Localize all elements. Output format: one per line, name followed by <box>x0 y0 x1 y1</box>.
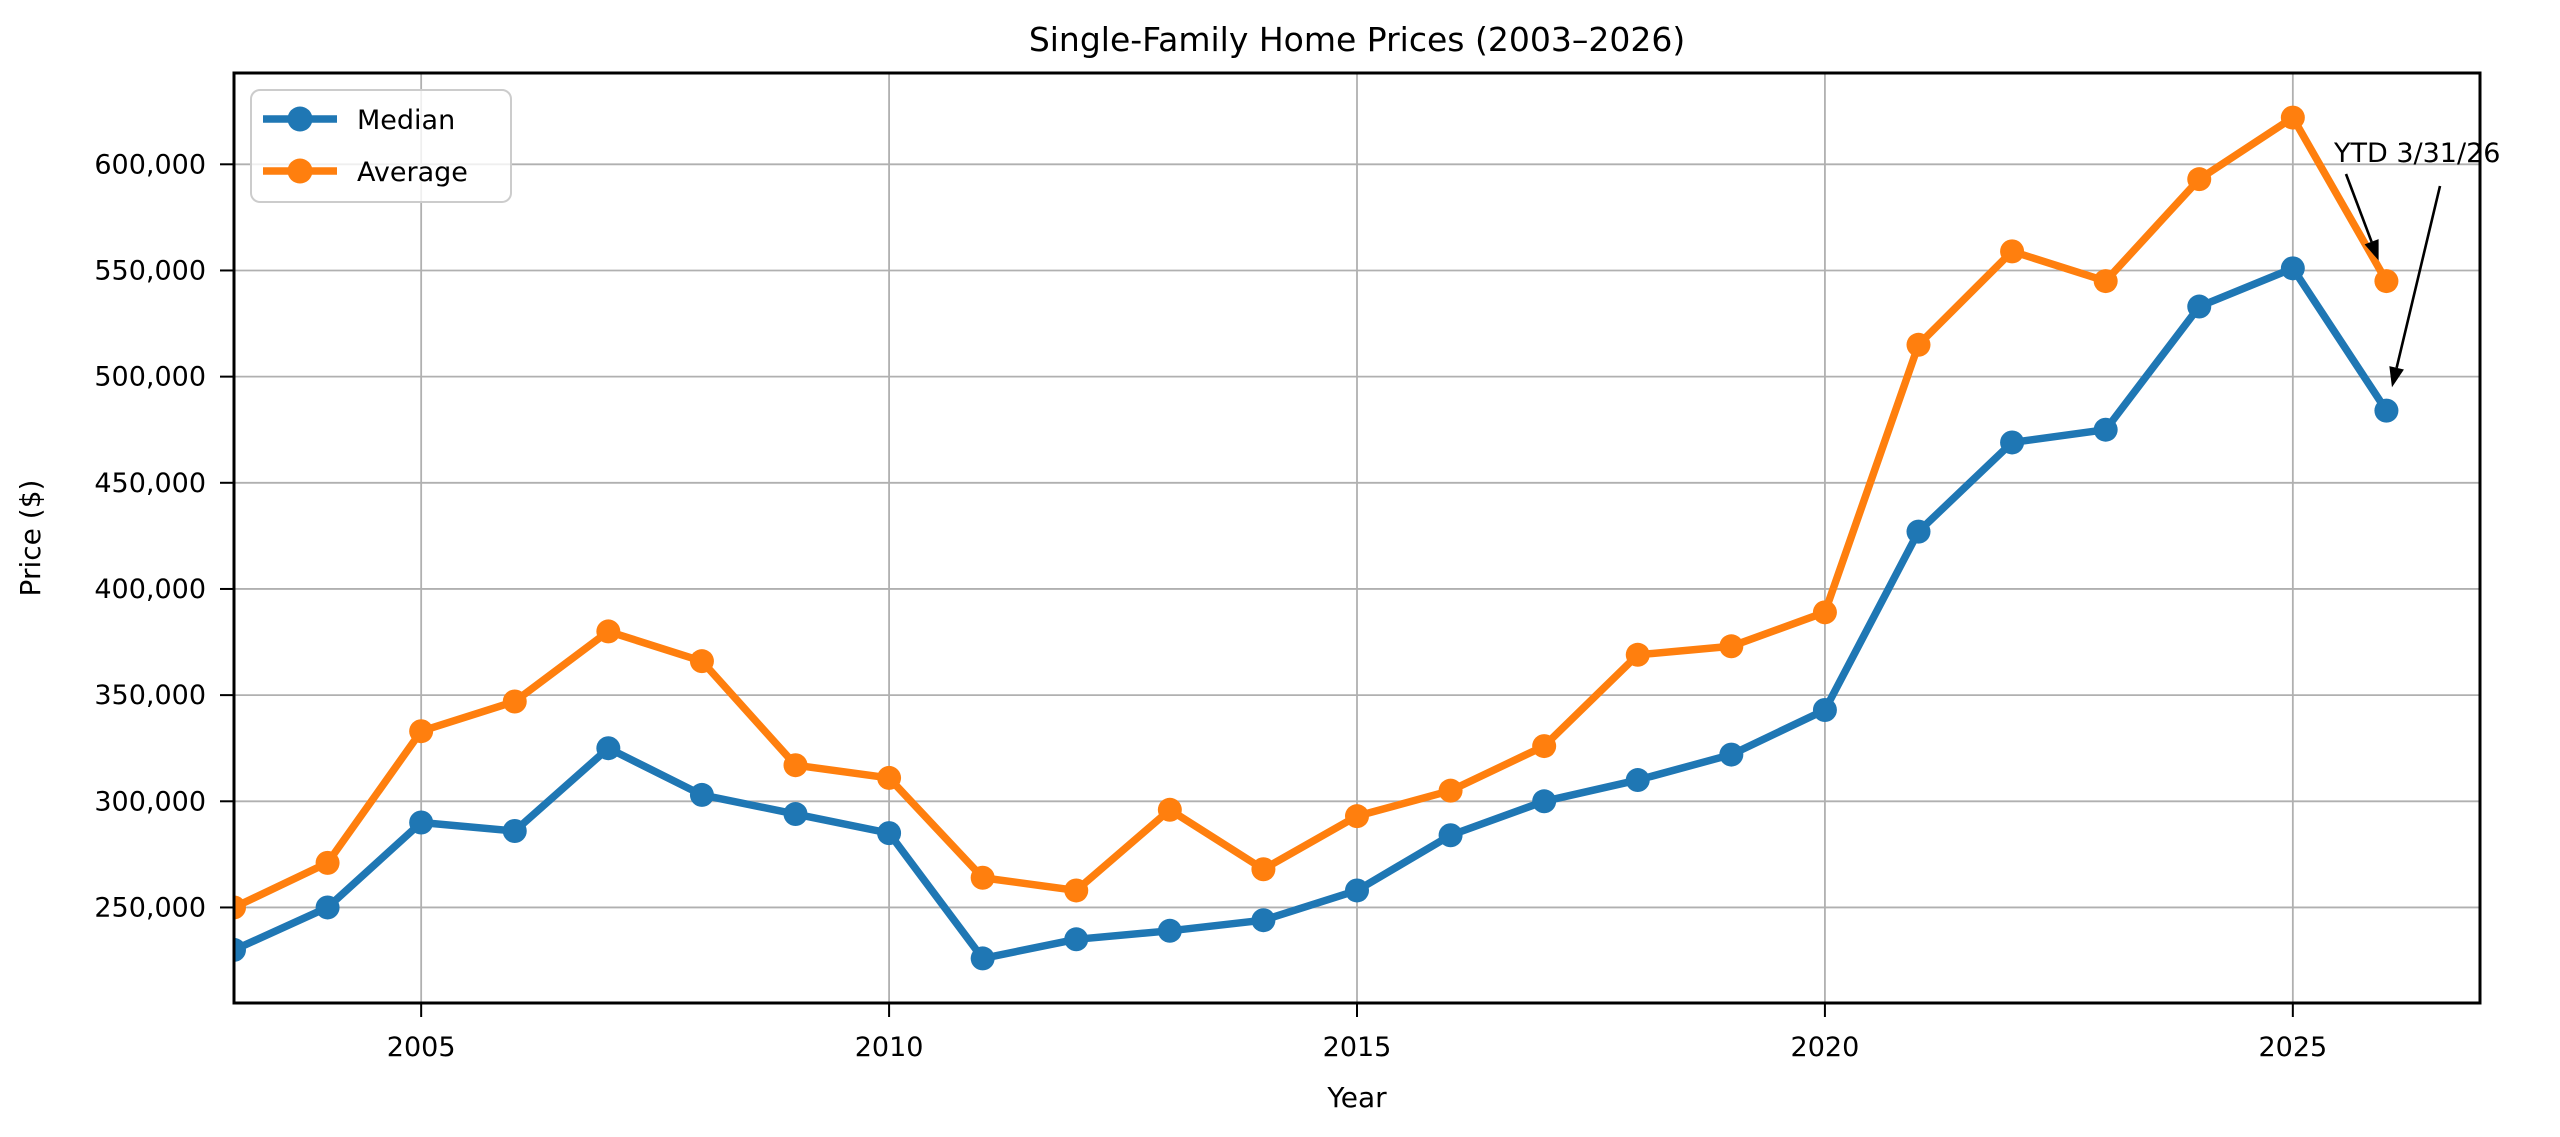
marker-median-2025 <box>2280 256 2305 281</box>
marker-average-2009 <box>783 753 808 778</box>
gridlines <box>234 73 2480 1003</box>
marker-median-2021 <box>1906 519 1931 544</box>
legend: Median Average <box>250 89 512 203</box>
x-tick-label-2015: 2015 <box>1323 1032 1392 1063</box>
tick-marks <box>220 163 2294 1017</box>
marker-median-2018 <box>1625 768 1650 793</box>
tick-labels: 2005 2010 2015 2020 2025 250,000 300,000 350,00… <box>94 149 2327 1063</box>
marker-average-2022 <box>2000 239 2025 264</box>
marker-average-2008 <box>689 649 714 674</box>
marker-average-2024 <box>2187 167 2212 192</box>
marker-average-2004 <box>315 850 340 875</box>
marker-median-2020 <box>1812 697 1837 722</box>
marker-average-2006 <box>502 689 527 714</box>
marker-average-2005 <box>409 719 434 744</box>
legend-label-median: Median <box>357 105 455 136</box>
marker-average-2012 <box>1064 878 1089 903</box>
marker-median-2006 <box>502 819 527 844</box>
marker-average-2025 <box>2280 105 2305 130</box>
marker-median-2003 <box>234 937 246 962</box>
y-axis-title: Price ($) <box>14 480 47 597</box>
annotation-arrow-median <box>2389 185 2442 388</box>
marker-median-2026 <box>2374 398 2399 423</box>
marker-median-2017 <box>1532 789 1557 814</box>
marker-average-2023 <box>2093 269 2118 294</box>
y-tick-label-600000: 600,000 <box>94 149 206 180</box>
x-axis-title: Year <box>1326 1081 1387 1114</box>
marker-average-2016 <box>1438 778 1463 803</box>
series-line-median <box>234 264 2391 963</box>
marker-median-2016 <box>1438 823 1463 848</box>
marker-median-2019 <box>1719 742 1744 767</box>
annotation-arrow-average-shaft <box>2344 173 2373 243</box>
marker-median-2009 <box>783 802 808 827</box>
marker-average-2026 <box>2374 269 2399 294</box>
marker-median-2024 <box>2187 294 2212 319</box>
marker-median-2013 <box>1157 918 1182 943</box>
marker-average-2019 <box>1719 634 1744 659</box>
annotation-arrow-median-shaft <box>2395 185 2442 369</box>
y-tick-label-450000: 450,000 <box>94 468 206 499</box>
marker-average-2015 <box>1345 804 1369 829</box>
legend-label-average: Average <box>357 157 468 188</box>
series-line-average <box>234 113 2391 912</box>
y-tick-label-550000: 550,000 <box>94 255 206 286</box>
marker-median-2011 <box>970 946 995 971</box>
marker-median-2022 <box>2000 430 2025 455</box>
marker-average-2017 <box>1532 734 1557 759</box>
x-tick-label-2020: 2020 <box>1791 1032 1860 1063</box>
marker-average-2013 <box>1157 797 1182 822</box>
y-tick-label-400000: 400,000 <box>94 574 206 605</box>
marker-average-2020 <box>1812 600 1837 625</box>
marker-average-2018 <box>1625 642 1650 667</box>
marker-median-2010 <box>877 821 902 846</box>
marker-average-2003 <box>234 895 246 920</box>
x-tick-label-2010: 2010 <box>855 1032 924 1063</box>
y-tick-label-350000: 350,000 <box>94 680 206 711</box>
marker-median-2005 <box>409 810 434 835</box>
annotation-text: YTD 3/31/26 <box>2333 138 2500 169</box>
y-tick-label-500000: 500,000 <box>94 362 206 393</box>
marker-average-2007 <box>596 619 621 644</box>
marker-average-2021 <box>1906 332 1931 357</box>
marker-median-2008 <box>689 782 714 807</box>
plot-area <box>234 105 2399 971</box>
marker-median-2014 <box>1251 908 1276 933</box>
marker-median-2007 <box>596 736 621 761</box>
marker-median-2012 <box>1064 927 1089 952</box>
legend-item-average: Average <box>263 157 468 188</box>
marker-median-2023 <box>2093 417 2118 442</box>
marker-median-2004 <box>315 895 340 920</box>
marker-average-2011 <box>970 865 995 890</box>
x-tick-label-2025: 2025 <box>2258 1032 2327 1063</box>
annotation-arrow-average-head <box>2364 239 2379 261</box>
chart-title: Single-Family Home Prices (2003–2026) <box>1029 20 1685 59</box>
marker-median-2015 <box>1345 878 1369 903</box>
legend-marker-average <box>287 158 313 184</box>
y-tick-label-250000: 250,000 <box>94 892 206 923</box>
marker-average-2010 <box>877 765 902 790</box>
legend-marker-median <box>287 106 313 132</box>
annotation-arrow-median-head <box>2389 366 2404 388</box>
y-tick-label-300000: 300,000 <box>94 786 206 817</box>
marker-average-2014 <box>1251 857 1276 882</box>
x-tick-label-2005: 2005 <box>387 1032 456 1063</box>
legend-item-median: Median <box>263 105 455 136</box>
annotation-arrow-average <box>2344 173 2379 261</box>
